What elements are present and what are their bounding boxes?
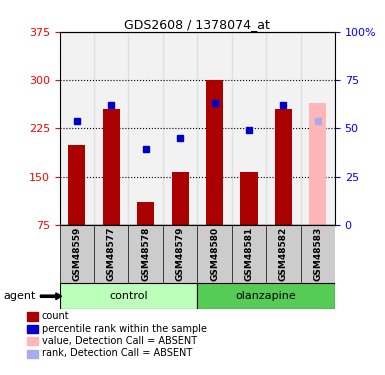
Bar <box>94 32 129 225</box>
Text: GSM48581: GSM48581 <box>244 227 253 281</box>
Bar <box>240 172 258 225</box>
Bar <box>206 80 223 225</box>
Text: control: control <box>109 291 148 301</box>
Text: count: count <box>42 311 69 321</box>
Text: agent: agent <box>4 291 36 301</box>
Text: GSM48559: GSM48559 <box>72 227 81 281</box>
Bar <box>163 32 197 225</box>
Text: percentile rank within the sample: percentile rank within the sample <box>42 324 207 333</box>
Title: GDS2608 / 1378074_at: GDS2608 / 1378074_at <box>124 18 270 31</box>
Bar <box>197 283 335 309</box>
Bar <box>68 144 85 225</box>
Text: GSM48578: GSM48578 <box>141 227 150 281</box>
Text: olanzapine: olanzapine <box>236 291 296 301</box>
Bar <box>266 32 301 225</box>
Text: GSM48579: GSM48579 <box>176 227 185 281</box>
Text: GSM48583: GSM48583 <box>313 227 322 281</box>
Bar <box>197 32 232 225</box>
Text: GSM48580: GSM48580 <box>210 227 219 281</box>
Bar <box>60 32 94 225</box>
Text: rank, Detection Call = ABSENT: rank, Detection Call = ABSENT <box>42 348 192 358</box>
Bar <box>60 283 197 309</box>
Text: value, Detection Call = ABSENT: value, Detection Call = ABSENT <box>42 336 197 346</box>
Bar <box>301 32 335 225</box>
Bar <box>232 32 266 225</box>
Bar <box>103 109 120 225</box>
Bar <box>129 32 163 225</box>
Bar <box>309 103 326 225</box>
Bar <box>171 172 189 225</box>
Text: GSM48577: GSM48577 <box>107 227 116 281</box>
Bar <box>275 109 292 225</box>
Bar <box>137 202 154 225</box>
Text: GSM48582: GSM48582 <box>279 227 288 281</box>
